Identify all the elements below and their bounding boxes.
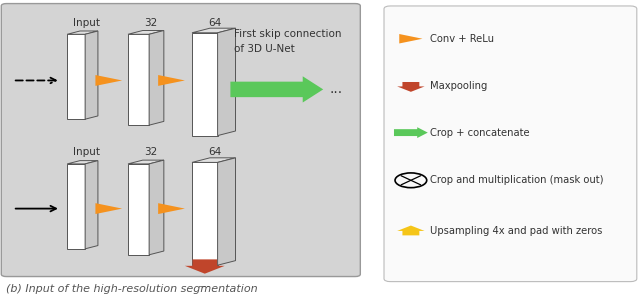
FancyArrow shape	[230, 76, 323, 103]
Polygon shape	[218, 158, 236, 265]
Text: of 3D U-Net: of 3D U-Net	[234, 44, 294, 54]
Text: ...: ...	[199, 277, 211, 290]
Text: Upsampling 4x and pad with zeros: Upsampling 4x and pad with zeros	[430, 226, 602, 236]
Polygon shape	[192, 33, 218, 136]
Polygon shape	[185, 259, 225, 274]
Polygon shape	[85, 161, 98, 249]
Polygon shape	[95, 203, 122, 214]
Text: First skip connection: First skip connection	[234, 29, 341, 39]
Text: ...: ...	[330, 83, 343, 96]
Text: Conv + ReLu: Conv + ReLu	[430, 34, 494, 44]
Polygon shape	[158, 203, 185, 214]
Polygon shape	[192, 28, 236, 33]
Polygon shape	[397, 82, 424, 92]
Polygon shape	[85, 31, 98, 119]
Polygon shape	[192, 158, 236, 162]
Text: 64: 64	[208, 18, 221, 28]
Polygon shape	[218, 28, 236, 136]
Text: 32: 32	[144, 18, 157, 28]
Polygon shape	[192, 162, 218, 265]
Polygon shape	[128, 34, 149, 125]
Polygon shape	[95, 75, 122, 86]
Text: Crop + concatenate: Crop + concatenate	[430, 128, 530, 138]
Polygon shape	[399, 34, 422, 44]
FancyBboxPatch shape	[384, 6, 637, 282]
Polygon shape	[128, 30, 164, 34]
Polygon shape	[397, 226, 424, 235]
FancyArrow shape	[394, 127, 428, 138]
Polygon shape	[128, 164, 149, 255]
Text: 64: 64	[208, 147, 221, 157]
Polygon shape	[67, 164, 85, 249]
Text: Maxpooling: Maxpooling	[430, 81, 488, 91]
Text: Crop and multiplication (mask out): Crop and multiplication (mask out)	[430, 175, 604, 185]
Polygon shape	[67, 161, 98, 164]
Text: (b) Input of the high-resolution segmentation: (b) Input of the high-resolution segment…	[6, 284, 258, 294]
Text: Input: Input	[73, 18, 100, 28]
Text: Input: Input	[73, 147, 100, 157]
Polygon shape	[67, 31, 98, 34]
Polygon shape	[158, 75, 185, 86]
Polygon shape	[67, 34, 85, 119]
Text: 32: 32	[144, 147, 157, 157]
Polygon shape	[149, 160, 164, 255]
Polygon shape	[149, 30, 164, 125]
Polygon shape	[128, 160, 164, 164]
FancyBboxPatch shape	[1, 4, 360, 277]
